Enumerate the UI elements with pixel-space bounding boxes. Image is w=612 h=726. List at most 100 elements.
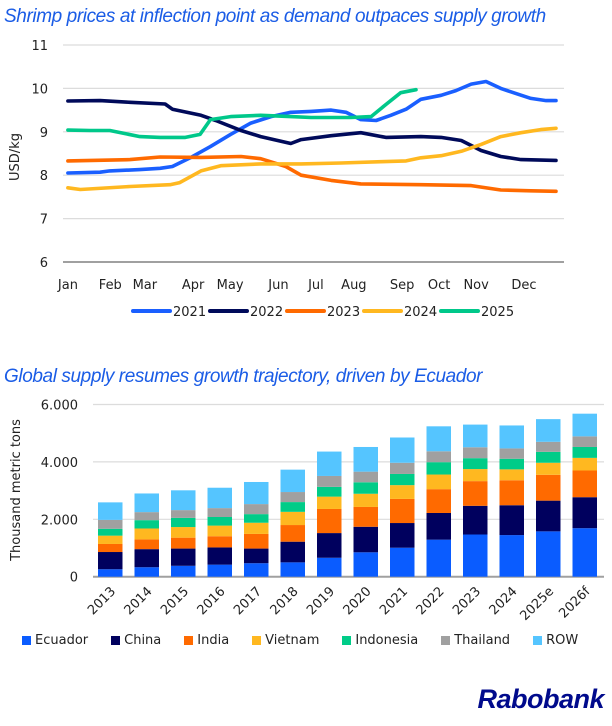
bar-segment-thailand [134, 512, 159, 521]
price-chart-y-axis-label: USD/kg [8, 133, 23, 181]
bar-stack-2025e [536, 419, 561, 577]
bar-segment-china [317, 533, 342, 558]
legend-item-row: ROW [533, 633, 578, 648]
bar-segment-thailand [572, 436, 597, 447]
bar-segment-thailand [536, 441, 561, 452]
bar-segment-indonesia [499, 458, 524, 470]
legend-label: 2024 [404, 305, 437, 320]
bar-segment-thailand [317, 475, 342, 487]
x-tick-label: 2020 [341, 584, 375, 618]
bar-segment-india [499, 480, 524, 506]
x-tick-label: Feb [99, 278, 122, 293]
bar-segment-ecuador [134, 567, 159, 577]
bar-segment-ecuador [426, 539, 451, 577]
bar-stack-2017 [244, 481, 269, 577]
x-tick-label: Jan [57, 278, 78, 293]
bar-stack-2013 [98, 502, 123, 577]
bar-segment-row [317, 451, 342, 476]
price-chart-x-ticks: Jan Feb Mar Apr May Jun Jul Aug Sep Oct Nov Dec [57, 278, 537, 293]
bar-segment-china [353, 526, 378, 553]
bar-segment-china [426, 512, 451, 540]
bar-segment-thailand [390, 462, 415, 474]
bar-segment-china [463, 505, 488, 535]
bar-segment-vietnam [536, 462, 561, 475]
bar-segment-india [390, 498, 415, 524]
bar-stack-2014 [134, 493, 159, 577]
bar-segment-row [463, 424, 488, 448]
series-line-2023 [66, 154, 558, 194]
bar-segment-china [171, 548, 196, 566]
x-tick-label: 2021 [377, 584, 411, 618]
bar-segment-china [499, 505, 524, 536]
bar-segment-indonesia [98, 528, 123, 536]
bar-segment-thailand [171, 510, 196, 518]
x-tick-label: 2013 [85, 584, 119, 618]
price-chart-y-ticks: 6 7 8 9 10 11 [31, 39, 48, 271]
x-tick-label: Sep [390, 278, 415, 293]
x-tick-label: 2023 [450, 584, 484, 618]
bar-segment-india [463, 481, 488, 506]
bar-segment-thailand [280, 492, 305, 503]
x-tick-label: 2014 [122, 584, 156, 618]
price-chart-title: Shrimp prices at inflection point as dem… [4, 6, 546, 27]
bar-segment-ecuador [572, 528, 597, 577]
bar-segment-china [536, 500, 561, 532]
price-line-chart: 6 7 8 9 10 11 Jan Feb Mar Apr May Jun Jul Aug Sep Oct N… [8, 39, 564, 320]
legend-label: ROW [546, 633, 579, 648]
bar-segment-row [353, 446, 378, 472]
bar-segment-thailand [463, 447, 488, 459]
bar-segment-indonesia [171, 517, 196, 528]
bar-segment-thailand [207, 508, 232, 518]
bar-segment-vietnam [171, 527, 196, 538]
y-tick-label: 6.000 [41, 399, 78, 414]
y-tick-label: 7 [40, 213, 48, 228]
legend-item-india: India [184, 633, 229, 648]
bar-segment-china [98, 552, 123, 570]
x-tick-label: 2018 [268, 584, 302, 618]
legend-item-china: China [111, 633, 161, 648]
bar-segment-ecuador [171, 565, 196, 577]
y-tick-label: 8 [40, 169, 48, 184]
bar-stack-2019 [317, 451, 342, 577]
supply-chart-legend: Ecuador China India Vietnam Indonesia Thailan… [22, 633, 612, 648]
bar-segment-china [244, 548, 269, 564]
legend-item-2025: 2025 [439, 305, 514, 320]
bar-segment-row [390, 437, 415, 463]
legend-item-2022: 2022 [208, 305, 283, 320]
supply-chart-title: Global supply resumes growth trajectory,… [4, 366, 483, 387]
bar-segment-indonesia [353, 482, 378, 494]
bar-segment-ecuador [280, 562, 305, 577]
bar-segment-ecuador [207, 564, 232, 577]
bar-segment-china [134, 549, 159, 568]
bar-segment-india [536, 474, 561, 501]
y-tick-label: 0 [70, 571, 78, 586]
bar-segment-row [499, 425, 524, 449]
legend-item-2021: 2021 [131, 305, 206, 320]
legend-label: China [124, 633, 162, 648]
bar-segment-row [244, 481, 269, 505]
bar-segment-vietnam [317, 496, 342, 509]
bar-segment-thailand [244, 504, 269, 515]
bar-segment-india [572, 470, 597, 498]
x-tick-label: 2016 [195, 584, 229, 618]
x-tick-label: 2015 [158, 584, 192, 618]
series-line-2025 [66, 87, 418, 140]
x-tick-label: 2022 [414, 584, 448, 618]
bar-segment-china [207, 547, 232, 565]
legend-swatch [533, 636, 543, 645]
legend-item-ecuador: Ecuador [22, 633, 88, 648]
legend-label: 2022 [250, 305, 283, 320]
legend-label: Vietnam [265, 633, 320, 648]
legend-item-thailand: Thailand [441, 633, 510, 648]
bar-segment-indonesia [134, 520, 159, 529]
supply-chart-x-ticks: 2013 2014 2015 2016 2017 2018 2019 2020 2021 2022… [85, 584, 594, 624]
bar-segment-india [317, 508, 342, 534]
legend-label: Indonesia [355, 633, 419, 648]
bar-segment-ecuador [390, 547, 415, 577]
bar-stack-2024 [499, 425, 524, 577]
bar-segment-india [207, 536, 232, 548]
bar-segment-vietnam [353, 493, 378, 507]
x-tick-label: May [217, 278, 244, 293]
legend-item-2024: 2024 [362, 305, 437, 320]
bar-segment-vietnam [572, 457, 597, 471]
